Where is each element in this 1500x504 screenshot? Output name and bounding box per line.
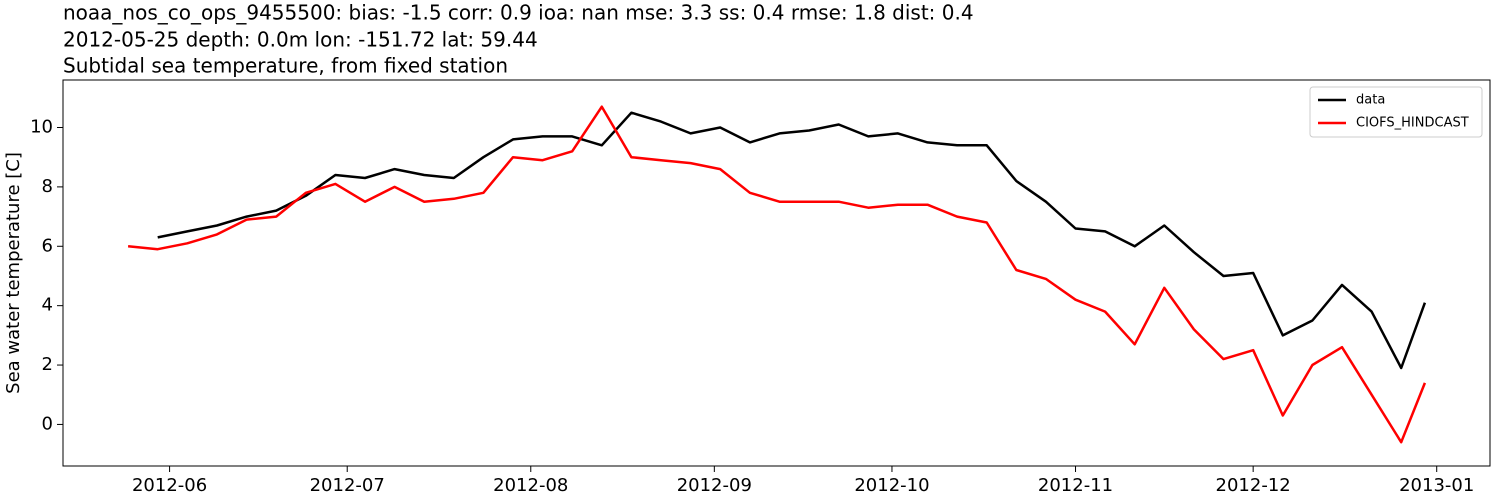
data-line <box>157 111 1427 370</box>
chart-subtitle: Subtidal sea temperature, from fixed sta… <box>63 54 508 78</box>
y-tick-label: 0 <box>42 413 53 434</box>
y-tick-label: 2 <box>42 354 53 375</box>
x-tick-label: 2013-01 <box>1399 475 1474 496</box>
x-tick-label: 2012-06 <box>132 475 207 496</box>
x-tick-label: 2012-09 <box>677 475 752 496</box>
x-tick-label: 2012-11 <box>1038 475 1113 496</box>
x-tick-label: 2012-08 <box>493 475 568 496</box>
y-axis-label: Sea water temperature [C] <box>3 152 24 394</box>
y-tick-label: 6 <box>42 235 53 256</box>
legend-label: data <box>1356 93 1385 108</box>
x-tick-label: 2012-12 <box>1216 475 1291 496</box>
x-tick-label: 2012-10 <box>854 475 929 496</box>
y-tick-label: 4 <box>42 295 53 316</box>
y-tick-label: 8 <box>42 176 53 197</box>
data-line <box>127 105 1427 444</box>
legend-box <box>1309 86 1483 138</box>
y-tick-label: 10 <box>30 117 53 138</box>
chart-subtitle: 2012-05-25 depth: 0.0m lon: -151.72 lat:… <box>63 28 538 52</box>
legend-label: CIOFS_HINDCAST <box>1356 116 1469 131</box>
plot-frame <box>62 79 1491 467</box>
x-tick-label: 2012-07 <box>310 475 385 496</box>
chart-title: noaa_nos_co_ops_9455500: bias: -1.5 corr… <box>63 1 974 25</box>
